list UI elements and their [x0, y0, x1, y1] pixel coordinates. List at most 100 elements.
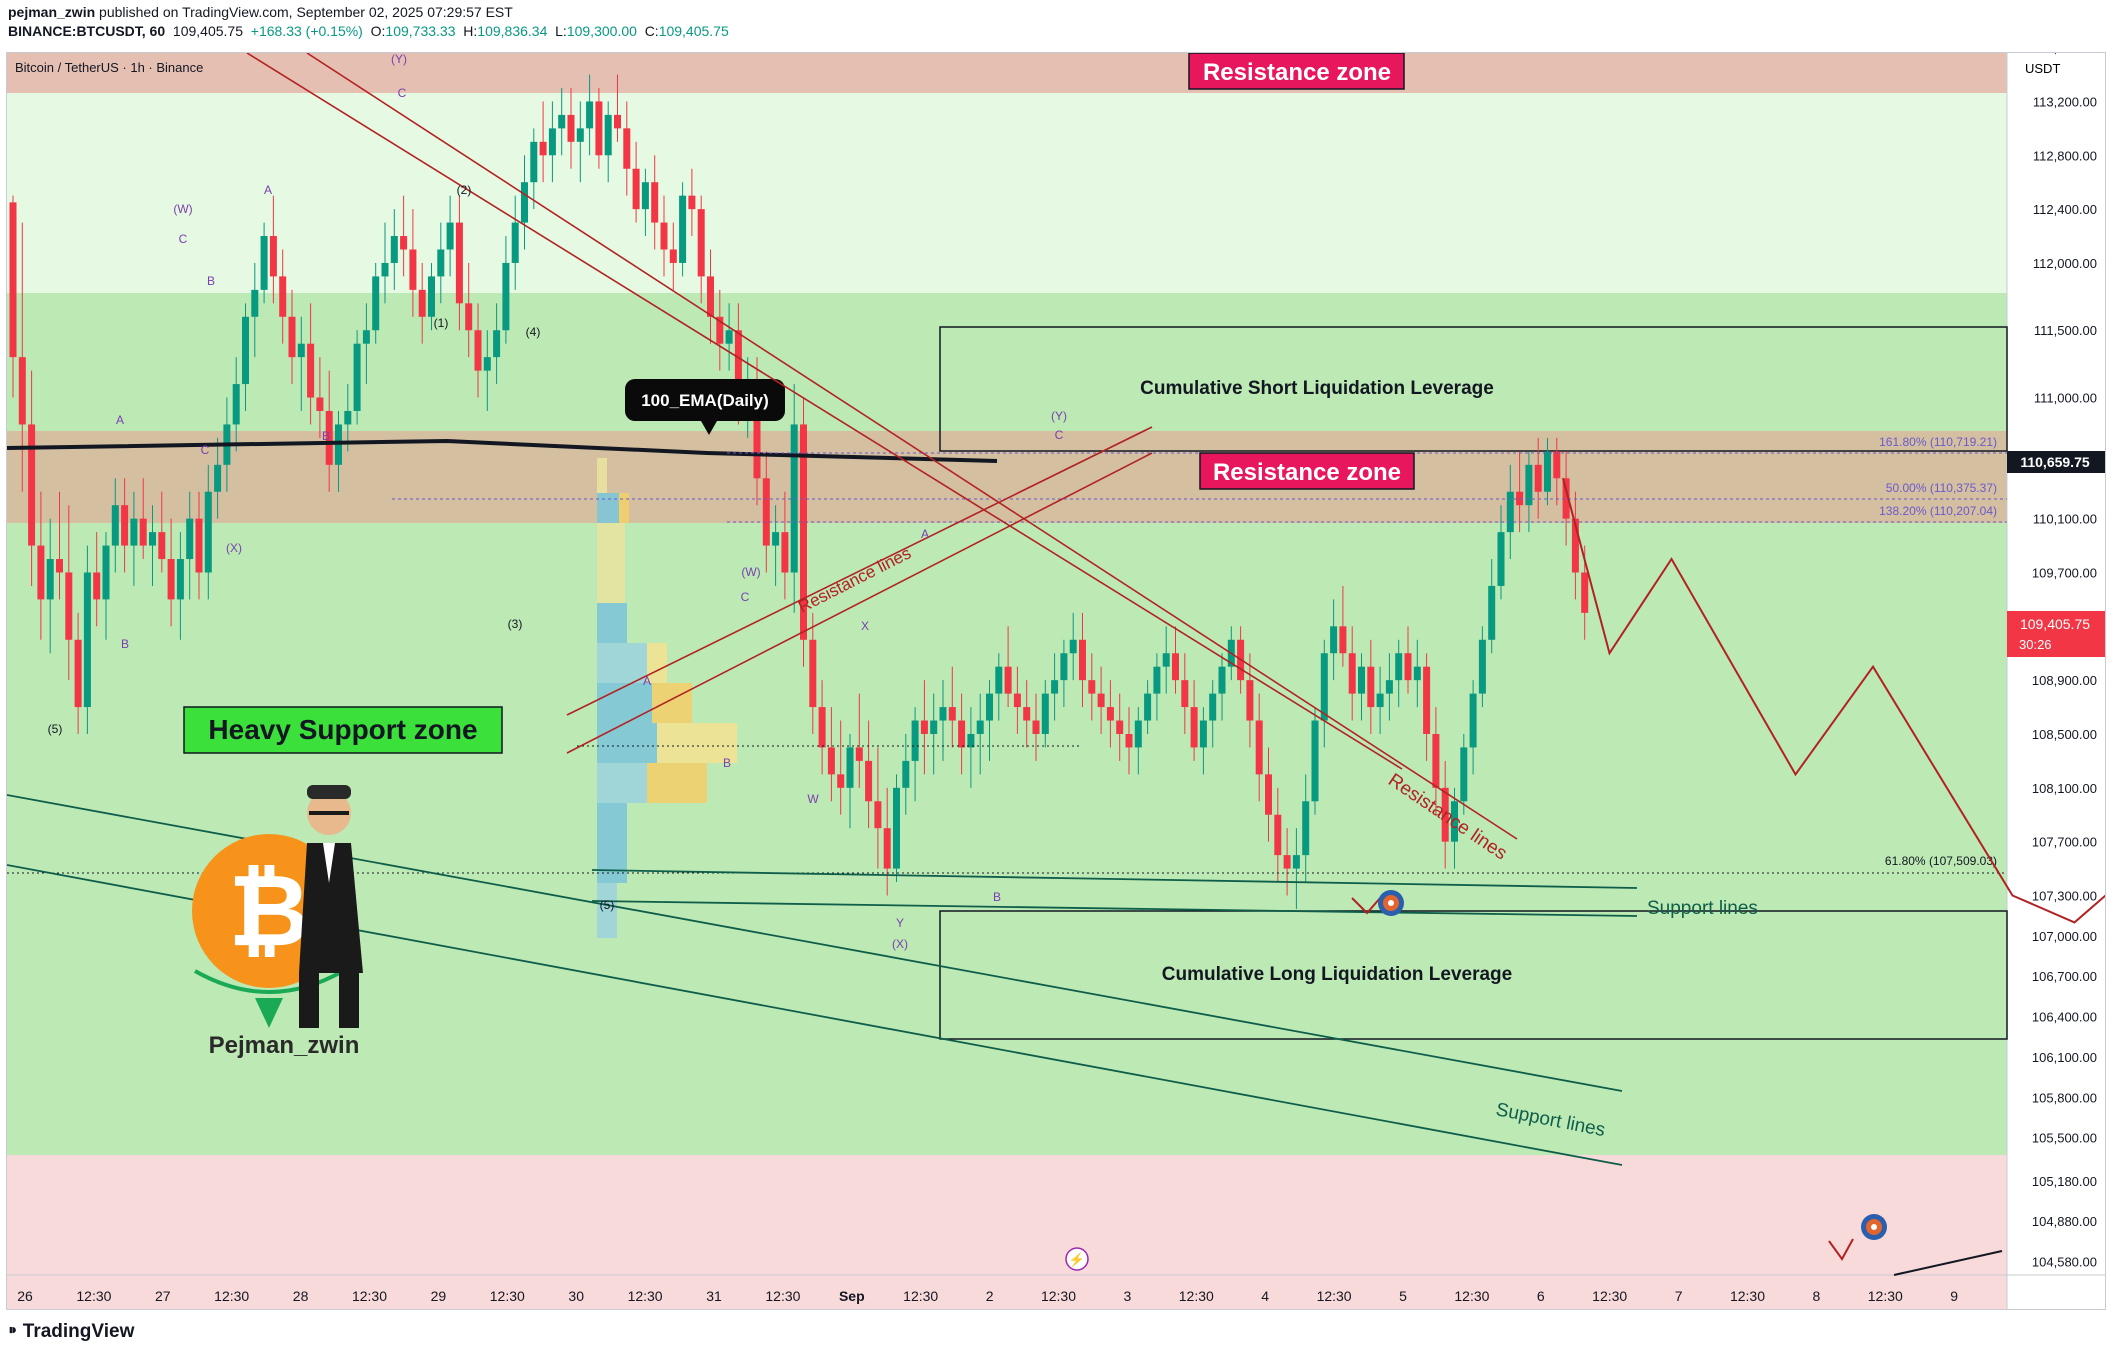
candle-body	[1079, 639, 1086, 681]
candle-body	[176, 559, 184, 600]
candle-body	[1032, 720, 1040, 734]
published-text: published on TradingView.com, September …	[99, 4, 513, 20]
symbol[interactable]: BINANCE:BTCUSDT, 60	[8, 23, 166, 39]
y-tick-label: 108,100.00	[2032, 781, 2097, 796]
candle-body	[800, 424, 807, 640]
wave-label: (Y)	[1051, 409, 1067, 423]
lower-red-band	[7, 1155, 2007, 1329]
candle-body	[158, 532, 166, 560]
candle-body	[939, 707, 947, 721]
wave-label: W	[807, 792, 819, 806]
publisher-line: pejman_zwin published on TradingView.com…	[8, 4, 513, 20]
candle-body	[325, 410, 333, 465]
candle-body	[632, 168, 640, 210]
candle-body	[446, 222, 454, 250]
candle-body	[986, 693, 993, 721]
chart-frame[interactable]: USDT 113,600.00 113,200.00 112,800.00 112,4…	[6, 41, 2114, 1329]
x-tick-label: 2	[986, 1288, 994, 1304]
y-tick-label: 110,100.00	[2033, 512, 2097, 527]
candle-body	[725, 330, 733, 344]
candle-body	[1013, 693, 1021, 708]
candle-body	[781, 532, 789, 573]
candle-body	[130, 518, 138, 546]
candle-body	[530, 141, 538, 183]
publisher-name[interactable]: pejman_zwin	[8, 4, 96, 20]
x-tick-label: 12:30	[1592, 1288, 1627, 1304]
y-tick-label: 106,700.00	[2032, 969, 2097, 984]
candle-body	[390, 236, 398, 263]
candle-body	[790, 424, 798, 573]
wave-label: A	[643, 674, 651, 688]
candle-body	[1376, 693, 1384, 708]
candle-body	[18, 357, 26, 425]
candle-body	[809, 639, 817, 708]
wave-label: (3)	[508, 617, 523, 631]
countdown-text: 30:26	[2019, 637, 2052, 652]
candle-body	[883, 828, 891, 869]
high-label: H:	[463, 23, 478, 39]
y-tick-label: 113,600.00	[2033, 53, 2097, 56]
candle-body	[1525, 464, 1533, 506]
svg-text:₿: ₿	[228, 855, 310, 967]
candle-body	[1358, 666, 1365, 694]
candle-body	[483, 357, 491, 371]
y-tick-label: 106,400.00	[2032, 1010, 2097, 1025]
candle-body	[195, 518, 203, 573]
wave-label: Y	[896, 916, 904, 930]
y-tick-label: 111,000.00	[2034, 391, 2097, 406]
short-liq-label: Cumulative Short Liquidation Leverage	[1140, 378, 1494, 399]
x-tick-label: 12:30	[1179, 1288, 1214, 1304]
candle-body	[1097, 693, 1105, 708]
candle-body	[1423, 666, 1431, 734]
lightning-icon[interactable]: ⚡	[1065, 1247, 1089, 1271]
wave-label: (2)	[457, 183, 472, 197]
candle-body	[1451, 801, 1458, 842]
candle-body	[353, 343, 361, 411]
candle-body	[595, 101, 603, 156]
y-tick-label: 107,300.00	[2032, 888, 2097, 903]
candle-body	[558, 114, 566, 129]
candle-body	[604, 114, 612, 156]
currency-label: USDT	[2025, 61, 2060, 76]
tradingview-logo[interactable]: ⁍ TradingView	[8, 1321, 135, 1342]
candle-body	[948, 707, 956, 721]
resistance-zone-text-mid: Resistance zone	[1213, 459, 1401, 486]
candle-body	[1181, 680, 1189, 708]
price-chart[interactable]: USDT 113,600.00 113,200.00 112,800.00 112,4…	[6, 41, 2114, 1329]
x-tick-label: 12:30	[214, 1288, 249, 1304]
candle-body	[1320, 653, 1328, 721]
candle-body	[455, 222, 463, 304]
x-tick-label: 12:30	[1730, 1288, 1765, 1304]
x-tick-label: 12:30	[765, 1288, 800, 1304]
candle-body	[521, 182, 528, 223]
candle-body	[1395, 653, 1403, 681]
candle-body	[269, 236, 277, 277]
candle-body	[1246, 680, 1254, 721]
candle-body	[1274, 814, 1282, 856]
close-value: 109,405.75	[658, 23, 729, 39]
wave-label: (Y)	[391, 53, 407, 66]
candle-body	[409, 249, 417, 290]
candle-body	[1497, 532, 1505, 586]
wave-label: A	[921, 527, 929, 541]
x-tick-label: 12:30	[1041, 1288, 1076, 1304]
x-tick-label: 29	[431, 1288, 447, 1304]
candle-body	[139, 518, 147, 546]
wave-label: B	[723, 756, 731, 770]
ema-callout: 100_EMA(Daily)	[625, 379, 785, 435]
candle-body	[1534, 464, 1542, 492]
projection-path	[1562, 478, 2114, 924]
short-liquidation-box	[939, 326, 2008, 452]
candle-body	[976, 720, 984, 734]
candle-body	[902, 760, 910, 788]
support-lines-label-1: Support lines	[1647, 898, 1758, 919]
candle-body	[669, 249, 677, 263]
candle-body	[893, 787, 900, 869]
price-axis[interactable]	[2007, 53, 2105, 1309]
last-price: 109,405.75	[172, 23, 243, 39]
candle-body	[1023, 707, 1031, 721]
wave-label: B	[993, 890, 1001, 904]
resistance-zone-label-mid: Resistance zone	[1199, 452, 1415, 490]
wave-labels: (Y) C (W) C A B A C (X) B (5) (2) (1) (4) (3) (W) C A X B W Y…	[48, 52, 1067, 951]
y-tick-label: 111,500.00	[2034, 323, 2097, 338]
